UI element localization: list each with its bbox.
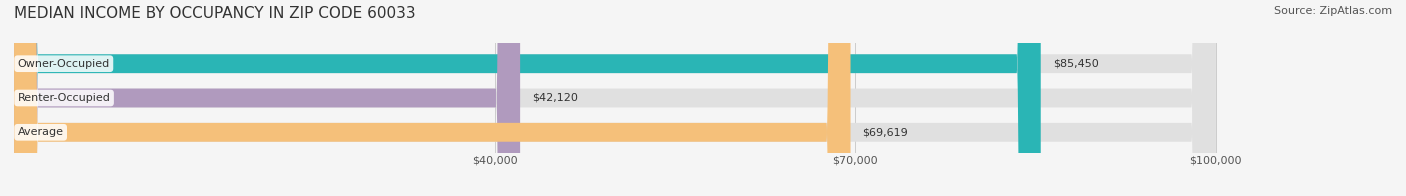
Text: $42,120: $42,120 (531, 93, 578, 103)
FancyBboxPatch shape (14, 0, 851, 196)
Text: Renter-Occupied: Renter-Occupied (18, 93, 111, 103)
Text: $69,619: $69,619 (862, 127, 908, 137)
Text: Source: ZipAtlas.com: Source: ZipAtlas.com (1274, 6, 1392, 16)
Text: MEDIAN INCOME BY OCCUPANCY IN ZIP CODE 60033: MEDIAN INCOME BY OCCUPANCY IN ZIP CODE 6… (14, 6, 416, 21)
Text: Owner-Occupied: Owner-Occupied (18, 59, 110, 69)
FancyBboxPatch shape (14, 0, 520, 196)
FancyBboxPatch shape (14, 0, 1216, 196)
Text: Average: Average (18, 127, 63, 137)
FancyBboxPatch shape (14, 0, 1040, 196)
FancyBboxPatch shape (14, 0, 1216, 196)
Text: $85,450: $85,450 (1053, 59, 1098, 69)
FancyBboxPatch shape (14, 0, 1216, 196)
